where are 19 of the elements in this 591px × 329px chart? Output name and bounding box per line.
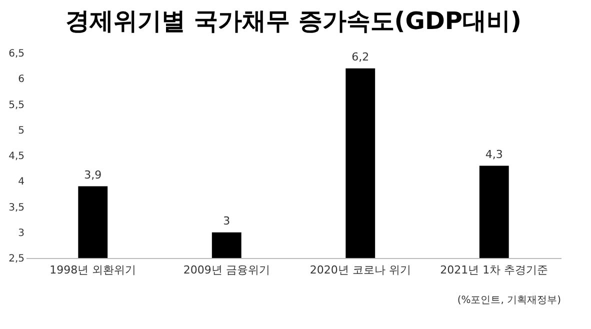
y-tick-label: 3 (18, 228, 24, 239)
y-tick-label: 6 (18, 74, 24, 86)
y-tick-label: 4 (18, 176, 24, 188)
data-label: 3 (223, 214, 230, 228)
x-tick-label: 2009년 금융위기 (183, 264, 270, 276)
text: (%포인트, 기획재정부) (457, 295, 562, 306)
y-tick-label: 2,5 (8, 254, 24, 264)
x-tick-label: 2021년 1차 추경기준 (440, 264, 548, 276)
y-tick-label: 6,5 (8, 48, 24, 60)
data-label: 3,9 (84, 168, 102, 182)
y-tick-label: 5 (18, 125, 24, 136)
y-tick-label: 3,5 (8, 202, 24, 214)
y-tick-label: 5,5 (8, 100, 24, 111)
x-tick-label: 2020년 코로나 위기 (310, 264, 411, 276)
x-tick-label: 1998년 외환위기 (50, 264, 136, 276)
data-label: 4,3 (485, 148, 503, 161)
chart-title: 경제위기별 국가채무 증가속도(GDP대비) (66, 7, 522, 35)
y-tick-label: 4,5 (8, 151, 24, 162)
data-label: 6,2 (352, 50, 370, 64)
